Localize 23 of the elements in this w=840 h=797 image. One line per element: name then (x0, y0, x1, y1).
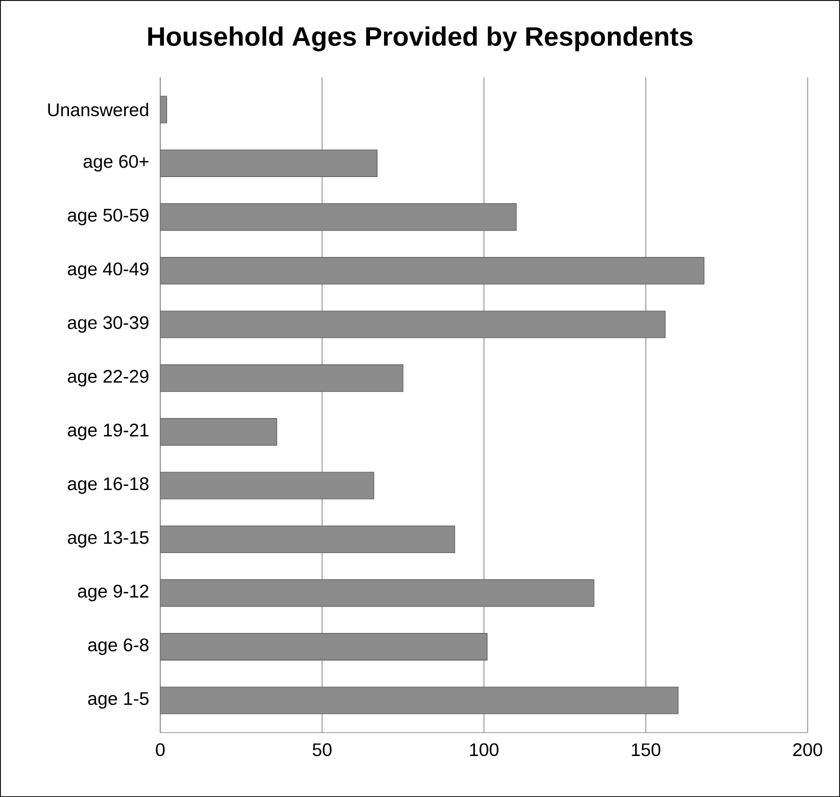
bar (160, 686, 678, 714)
y-tick-label: age 9-12 (78, 584, 148, 602)
y-tick-label: Unanswered (48, 102, 148, 116)
y-tick-label: age 6-8 (88, 638, 148, 655)
bar (160, 256, 704, 284)
y-tick-label: age 19-21 (68, 424, 148, 440)
y-tick-label: age 16-18 (68, 477, 148, 494)
x-tick-label: 50 (312, 743, 332, 756)
y-tick-label: age 60+ (84, 154, 148, 172)
y-tick-label: age 13-15 (68, 531, 149, 548)
x-tick-label: 0 (156, 743, 165, 756)
x-tick-label: 100 (470, 743, 498, 756)
bar (160, 150, 378, 177)
bar (160, 203, 517, 231)
bar (160, 633, 488, 660)
y-tick-label: age 40-49 (68, 262, 148, 279)
y-tick-label: age 22-29 (68, 370, 148, 386)
y-tick-label: age 50-59 (68, 208, 148, 226)
y-tick-label: age 30-39 (68, 316, 148, 333)
x-tick-label: 150 (632, 743, 660, 756)
y-tick-label: age 1-5 (88, 692, 149, 709)
x-tick-label: 200 (793, 743, 822, 756)
chart-title: Household Ages Provided by Respondents (148, 26, 692, 52)
